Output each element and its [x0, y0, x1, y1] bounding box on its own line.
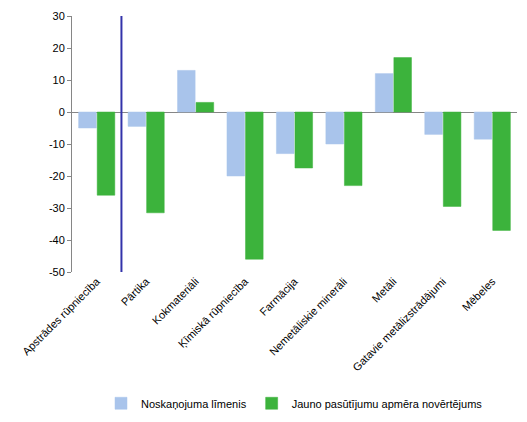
svg-text:-30: -30	[49, 202, 65, 214]
svg-text:30: 30	[53, 10, 65, 22]
svg-text:Metāli: Metāli	[369, 275, 398, 304]
svg-text:-10: -10	[49, 138, 65, 150]
svg-text:20: 20	[53, 42, 65, 54]
svg-text:10: 10	[53, 74, 65, 86]
svg-text:Pārtika: Pārtika	[119, 275, 152, 308]
svg-text:Jauno pasūtījumu apmēra novērt: Jauno pasūtījumu apmēra novērtējums	[292, 398, 483, 410]
svg-text:Mēbeles: Mēbeles	[460, 275, 498, 313]
svg-text:Kokmateriāli: Kokmateriāli	[150, 275, 201, 326]
svg-text:Nemetāliskie minerāli: Nemetāliskie minerāli	[267, 275, 349, 357]
svg-text:0: 0	[59, 106, 65, 118]
svg-text:-40: -40	[49, 234, 65, 246]
svg-text:Gatavie metālizstrādājumi: Gatavie metālizstrādājumi	[350, 275, 448, 373]
svg-text:-20: -20	[49, 170, 65, 182]
svg-text:Noskaņojuma līmenis: Noskaņojuma līmenis	[141, 398, 247, 410]
svg-text:Ķīmiskā rūpniecība: Ķīmiskā rūpniecība	[176, 275, 251, 350]
svg-text:-50: -50	[49, 266, 65, 278]
svg-text:Apstrādes rūpniecība: Apstrādes rūpniecība	[20, 275, 103, 358]
svg-text:Farmācija: Farmācija	[257, 275, 300, 318]
